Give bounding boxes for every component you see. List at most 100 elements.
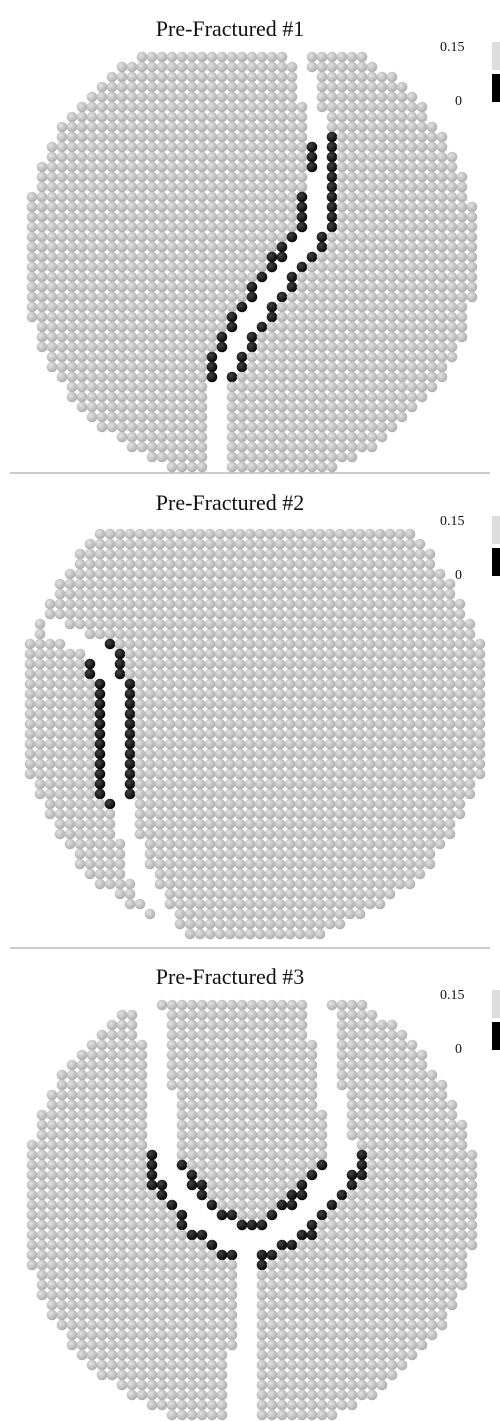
particle [437, 1110, 448, 1121]
particle [417, 1260, 428, 1271]
particle [25, 749, 36, 760]
particle [37, 1140, 48, 1151]
particle [427, 1260, 438, 1271]
particle [297, 462, 308, 473]
particle [177, 1060, 188, 1071]
particle [347, 242, 358, 253]
particle [295, 809, 306, 820]
particle [387, 222, 398, 233]
particle [37, 302, 48, 313]
particle [345, 759, 356, 770]
particle [55, 789, 66, 800]
particle [155, 579, 166, 590]
particle [375, 629, 386, 640]
particle [287, 122, 298, 133]
particle [75, 599, 86, 610]
particle [67, 242, 78, 253]
particle [445, 659, 456, 670]
particle [97, 1230, 108, 1241]
particle [357, 382, 368, 393]
particle [197, 192, 208, 203]
particle [405, 679, 416, 690]
particle [215, 669, 226, 680]
particle [157, 362, 168, 373]
particle [317, 392, 328, 403]
particle [217, 1340, 228, 1351]
particle [35, 789, 46, 800]
particle [225, 609, 236, 620]
particle [267, 1190, 278, 1201]
particle [187, 1350, 198, 1361]
particle [85, 799, 96, 810]
particle [217, 1040, 228, 1051]
particle [357, 62, 368, 73]
particle [65, 819, 76, 830]
particle [357, 1120, 368, 1131]
particle [337, 1080, 348, 1091]
particle [187, 1410, 198, 1421]
particle [165, 539, 176, 550]
particle-dark [125, 719, 136, 730]
particle [227, 222, 238, 233]
particle [217, 1280, 228, 1291]
particle [277, 202, 288, 213]
particle [435, 619, 446, 630]
particle [275, 739, 286, 750]
particle [287, 1360, 298, 1371]
particle [287, 432, 298, 443]
particle [165, 569, 176, 580]
particle [47, 332, 58, 343]
particle [195, 869, 206, 880]
particle [187, 342, 198, 353]
particle [207, 1100, 218, 1111]
particle [257, 1330, 268, 1341]
particle [35, 669, 46, 680]
particle [227, 282, 238, 293]
particle [315, 549, 326, 560]
particle [257, 1170, 268, 1181]
particle [295, 609, 306, 620]
particle [447, 1230, 458, 1241]
particle [195, 709, 206, 720]
particle [455, 599, 466, 610]
particle [345, 749, 356, 760]
particle [317, 1240, 328, 1251]
particle [375, 769, 386, 780]
particle [87, 402, 98, 413]
particle [25, 649, 36, 660]
particle [77, 1120, 88, 1131]
particle [297, 292, 308, 303]
particle [97, 1250, 108, 1261]
particle [445, 689, 456, 700]
particle [405, 539, 416, 550]
particle [165, 639, 176, 650]
particle [185, 789, 196, 800]
particle-dark [347, 1180, 358, 1191]
particle [197, 1260, 208, 1271]
particle [255, 559, 266, 570]
particle [357, 132, 368, 143]
particle [197, 202, 208, 213]
particle [135, 739, 146, 750]
particle [385, 809, 396, 820]
particle [195, 929, 206, 940]
particle [215, 849, 226, 860]
particle [307, 1080, 318, 1091]
particle [147, 1390, 158, 1401]
particle [235, 559, 246, 570]
particle [127, 1290, 138, 1301]
particle [85, 679, 96, 690]
particle [147, 1240, 158, 1251]
particle [287, 1180, 298, 1191]
particle [117, 1090, 128, 1101]
particle [375, 549, 386, 560]
particle [397, 372, 408, 383]
particle [197, 1330, 208, 1341]
particle [107, 292, 118, 303]
particle-dark [307, 1220, 318, 1231]
particle [57, 1240, 68, 1251]
particle [135, 649, 146, 660]
particle [277, 382, 288, 393]
particle [357, 1190, 368, 1201]
particle [167, 1070, 178, 1081]
